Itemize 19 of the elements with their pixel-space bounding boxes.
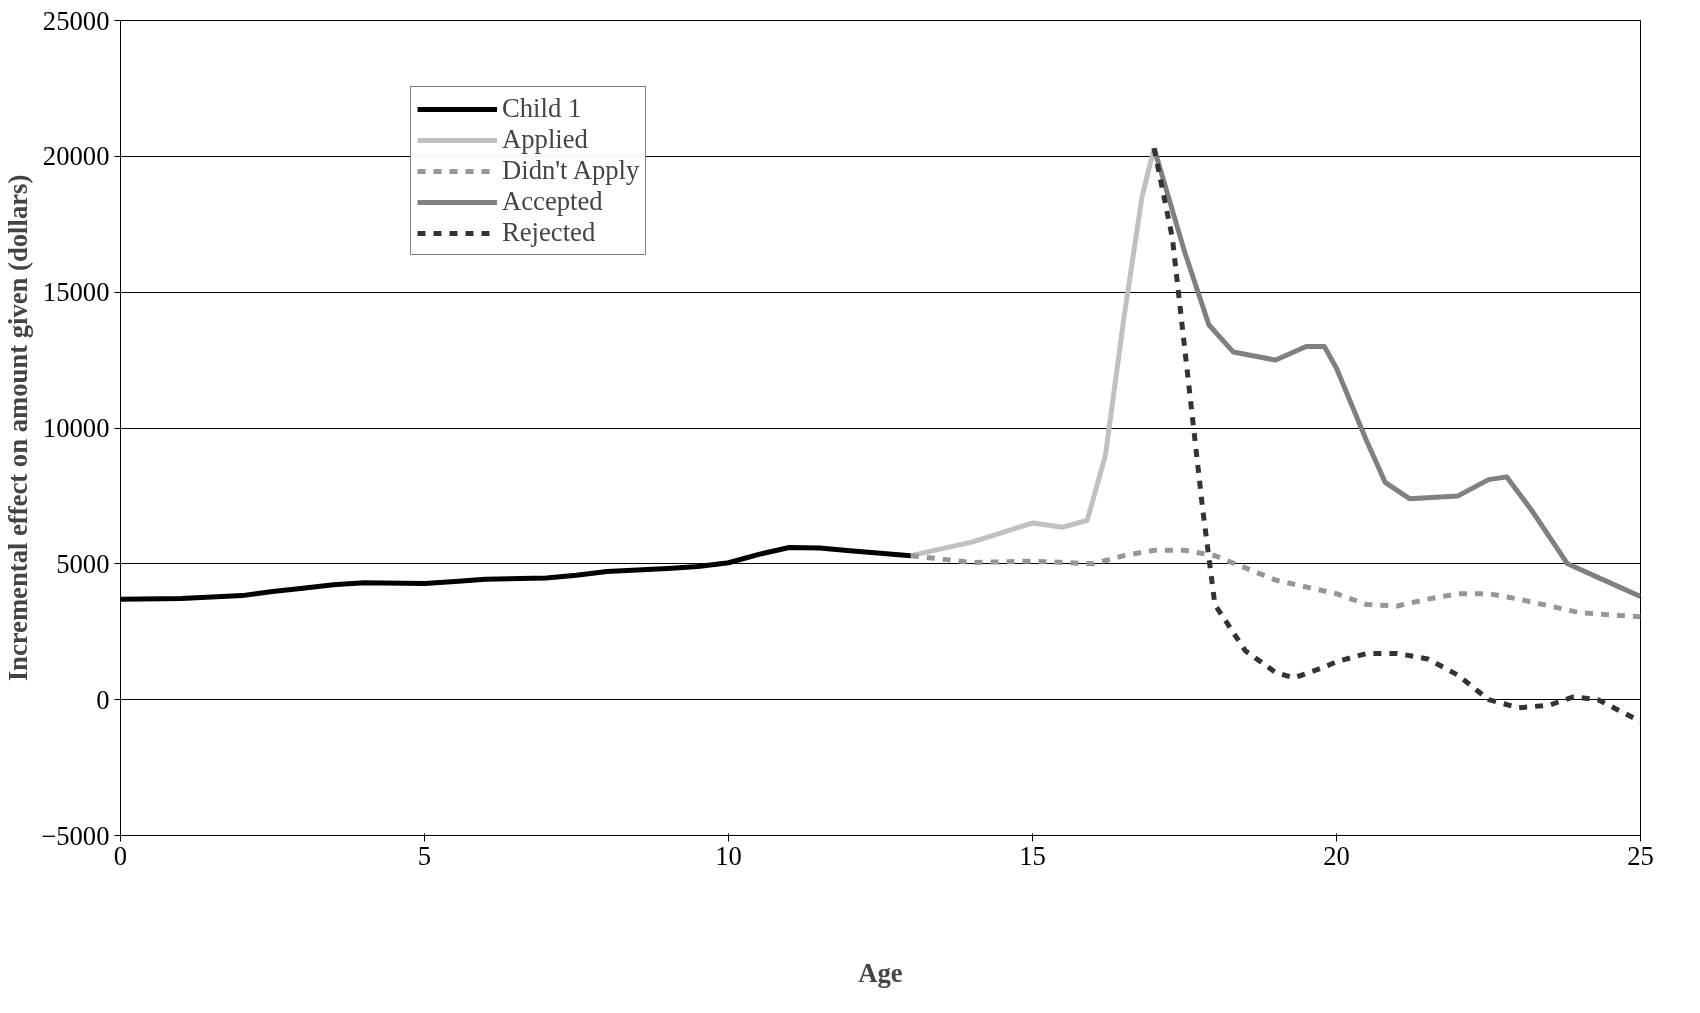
legend-label: Didn't Apply bbox=[502, 155, 640, 186]
x-tick-label: 25 bbox=[1627, 840, 1654, 871]
y-tick-label: 5000 bbox=[56, 548, 110, 579]
y-tick-label: 15000 bbox=[42, 277, 110, 308]
legend-label: Applied bbox=[502, 124, 588, 155]
x-tick-label: 15 bbox=[1019, 840, 1046, 871]
legend-label: Accepted bbox=[502, 186, 603, 217]
legend-label: Rejected bbox=[502, 217, 596, 248]
y-axis-title: Incremental effect on amount given (dollars) bbox=[3, 174, 34, 682]
y-tick-label: −5000 bbox=[41, 820, 110, 851]
legend-label: Child 1 bbox=[502, 93, 582, 124]
x-tick-label: 20 bbox=[1323, 840, 1350, 871]
y-tick-label: 20000 bbox=[42, 141, 110, 172]
y-tick-label: 0 bbox=[96, 684, 110, 715]
x-tick-label: 5 bbox=[417, 840, 432, 871]
x-tick-label: 10 bbox=[715, 840, 742, 871]
x-axis-title: Age bbox=[858, 957, 903, 988]
y-tick-label: 10000 bbox=[42, 413, 110, 443]
y-tick-label: 25000 bbox=[42, 5, 110, 36]
